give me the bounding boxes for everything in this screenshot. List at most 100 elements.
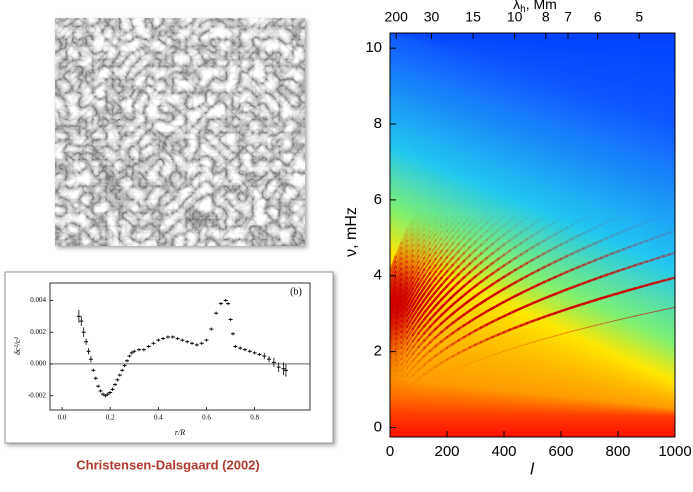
ridge [554, 257, 563, 263]
ridge [451, 273, 460, 282]
ridge [502, 219, 511, 227]
ridge [411, 325, 420, 337]
ridge [428, 297, 437, 307]
ridge [600, 322, 608, 325]
ridge [445, 222, 454, 232]
y-tick-label: -0.002 [28, 391, 47, 399]
ridge [462, 289, 471, 297]
ridge [400, 255, 409, 271]
ridge [428, 327, 437, 336]
ridge [468, 266, 477, 274]
ridge [525, 223, 534, 230]
ridge [519, 238, 528, 245]
ridge [606, 320, 613, 324]
ridge [457, 276, 466, 284]
ridge [405, 304, 414, 317]
ridge [400, 331, 409, 344]
ridge [394, 309, 403, 325]
inset-panel [4, 271, 334, 444]
ridge [605, 252, 614, 257]
ridge [468, 232, 477, 241]
ridge [565, 223, 574, 230]
ridge [605, 234, 614, 240]
y-tick-label: 2 [374, 343, 382, 360]
ridge [514, 220, 523, 228]
ridge [462, 279, 471, 288]
ridge [582, 229, 591, 235]
ridge [634, 314, 642, 317]
ridge [531, 230, 540, 237]
ridge [423, 358, 432, 366]
ridge [559, 255, 568, 261]
ridge [405, 346, 414, 357]
ridge [394, 262, 403, 279]
ridge [417, 373, 426, 380]
ridge [417, 346, 426, 356]
ridge [434, 306, 443, 315]
ridge [582, 261, 591, 267]
ridge [390, 312, 397, 330]
x2-tick-label: 6 [594, 9, 602, 25]
ridge [411, 313, 420, 325]
ridge [411, 338, 420, 349]
ridge [417, 250, 426, 264]
ridge [411, 271, 420, 285]
ridge [457, 293, 466, 302]
ridge [588, 226, 597, 232]
ridge [411, 216, 420, 231]
ridge [405, 249, 414, 263]
ridge [474, 252, 483, 260]
ridge [411, 221, 420, 236]
ridge [633, 262, 642, 267]
x2-tick-label: 15 [465, 9, 481, 25]
heat-column [450, 33, 456, 437]
ridge [394, 341, 403, 356]
ridge [445, 242, 454, 252]
ridge [400, 336, 409, 350]
ridge [469, 360, 476, 365]
ridge [509, 347, 516, 350]
ridge [428, 215, 437, 227]
ridge [462, 346, 471, 352]
y-axis-label: ν, mHz [343, 207, 360, 257]
ridge [491, 247, 500, 255]
heatmap-axes [389, 32, 676, 438]
ridge [549, 335, 556, 338]
ridge [605, 218, 614, 224]
heat-column [475, 33, 481, 437]
ridge [588, 242, 597, 248]
ridge [405, 243, 414, 258]
heatmap [390, 33, 675, 437]
ridge [445, 279, 454, 288]
ridge [405, 270, 414, 285]
ridge [497, 253, 506, 261]
ridge [457, 303, 466, 311]
ridge [400, 308, 409, 323]
ridge [445, 263, 454, 273]
ridge [599, 254, 608, 260]
x-tick-label: 0.0 [58, 414, 67, 422]
ridge [440, 256, 449, 266]
ridge [645, 218, 654, 224]
ridge [423, 318, 432, 328]
ridge [611, 232, 620, 238]
ridge [622, 227, 631, 233]
ridge [423, 284, 432, 296]
x2-label-symbol: λ [513, 0, 520, 12]
ridge [400, 228, 409, 245]
heat-column [605, 33, 611, 437]
ridge [571, 329, 579, 332]
ridge [474, 261, 483, 269]
ridge [576, 231, 585, 238]
ridge [434, 230, 443, 242]
ridge [622, 245, 631, 251]
ridge [468, 216, 477, 226]
ridge [451, 250, 460, 259]
ridge [445, 321, 454, 329]
ridge [390, 276, 397, 294]
heat-column [625, 33, 631, 437]
y-tick-label: 0.004 [30, 296, 46, 304]
ridge [480, 256, 489, 264]
ridge [394, 241, 403, 258]
y-tick-label: 8 [374, 115, 382, 132]
